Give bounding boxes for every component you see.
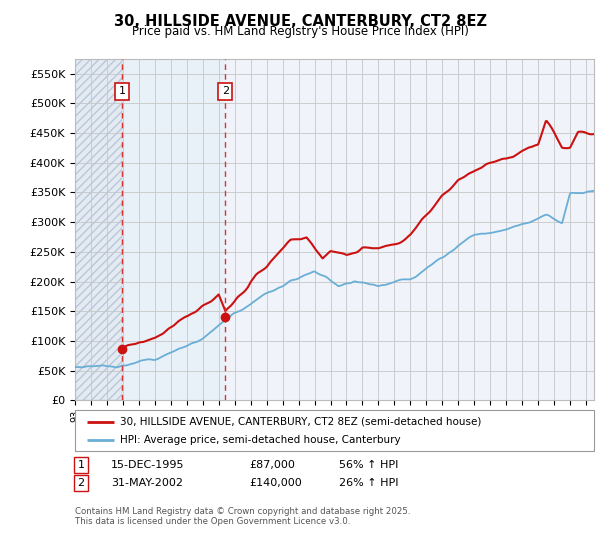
Text: 1: 1: [119, 86, 126, 96]
Text: £140,000: £140,000: [249, 478, 302, 488]
Bar: [122, 59, 226, 400]
Text: 1: 1: [77, 460, 85, 470]
Text: 30, HILLSIDE AVENUE, CANTERBURY, CT2 8EZ: 30, HILLSIDE AVENUE, CANTERBURY, CT2 8EZ: [113, 14, 487, 29]
Text: 2: 2: [222, 86, 229, 96]
Text: 15-DEC-1995: 15-DEC-1995: [111, 460, 185, 470]
Text: 31-MAY-2002: 31-MAY-2002: [111, 478, 183, 488]
Text: 30, HILLSIDE AVENUE, CANTERBURY, CT2 8EZ (semi-detached house): 30, HILLSIDE AVENUE, CANTERBURY, CT2 8EZ…: [120, 417, 481, 427]
Text: 26% ↑ HPI: 26% ↑ HPI: [339, 478, 398, 488]
Text: HPI: Average price, semi-detached house, Canterbury: HPI: Average price, semi-detached house,…: [120, 435, 401, 445]
Text: 2: 2: [77, 478, 85, 488]
Text: Price paid vs. HM Land Registry's House Price Index (HPI): Price paid vs. HM Land Registry's House …: [131, 25, 469, 38]
Text: 56% ↑ HPI: 56% ↑ HPI: [339, 460, 398, 470]
Text: Contains HM Land Registry data © Crown copyright and database right 2025.
This d: Contains HM Land Registry data © Crown c…: [75, 507, 410, 526]
Bar: [75, 59, 122, 400]
Bar: [75, 59, 122, 400]
Text: £87,000: £87,000: [249, 460, 295, 470]
